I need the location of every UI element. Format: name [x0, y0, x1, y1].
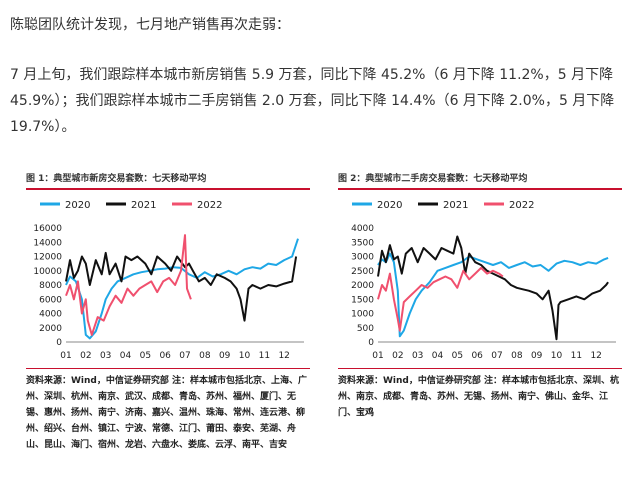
x-tick-label: 01 [60, 351, 71, 361]
legend-label-2020: 2020 [377, 200, 402, 211]
figure-1-title: 图 1：典型城市新房交易套数：七天移动平均 [26, 174, 207, 184]
series-line-2021 [377, 235, 609, 341]
legend-label-2021: 2021 [131, 200, 156, 211]
x-tick-label: 07 [491, 351, 502, 361]
x-tick-label: 09 [219, 351, 231, 361]
x-tick-label: 07 [179, 351, 190, 361]
x-tick-label: 10 [239, 351, 251, 361]
intro-paragraph: 陈聪团队统计发现，七月地产销售再次走弱： [10, 17, 290, 33]
x-tick-label: 03 [100, 351, 111, 361]
x-tick-label: 06 [159, 351, 171, 361]
x-tick-label: 05 [140, 351, 151, 361]
y-tick-label: 2500 [351, 267, 374, 277]
x-tick-label: 03 [412, 351, 423, 361]
figure-2-bottom-rule [338, 368, 622, 369]
legend-label-2022: 2022 [197, 200, 222, 211]
y-tick-label: 1500 [351, 295, 374, 305]
x-tick-label: 08 [199, 351, 211, 361]
y-tick-label: 0 [56, 338, 62, 348]
figure-1: 图 1：典型城市新房交易套数：七天移动平均 2020 2021 2022 0 2000 4… [26, 172, 310, 453]
x-tick-label: 11 [259, 351, 270, 361]
legend-label-2022: 2022 [509, 200, 534, 211]
figure-1-chart: 2020 2021 2022 0 2000 4000 6000 8000 10000 12000 1… [33, 200, 304, 361]
y-tick-label: 3500 [351, 238, 374, 248]
y-tick-label: 16000 [33, 224, 62, 234]
y-tick-label: 0 [368, 338, 374, 348]
y-tick-label: 2000 [39, 324, 62, 334]
x-tick-label: 04 [432, 351, 444, 361]
x-tick-label: 09 [531, 351, 543, 361]
sales-paragraph: 7 月上旬，我们跟踪样本城市新房销售 5.9 万套，同比下降 45.2%（6 月… [10, 67, 615, 135]
figure-2: 图 2：典型城市二手房交易套数：七天移动平均 2020 2021 2022 0 500 1… [338, 172, 622, 421]
figure-1-title-rule [26, 188, 310, 190]
x-tick-label: 04 [120, 351, 132, 361]
y-tick-label: 1000 [351, 310, 374, 320]
x-tick-label: 10 [551, 351, 563, 361]
x-tick-label: 11 [571, 351, 582, 361]
y-tick-label: 8000 [39, 281, 62, 291]
figure-2-title: 图 2：典型城市二手房交易套数：七天移动平均 [338, 174, 528, 184]
y-tick-label: 4000 [351, 224, 374, 234]
y-tick-label: 500 [357, 324, 374, 334]
y-tick-label: 10000 [33, 267, 62, 277]
y-tick-label: 2000 [351, 281, 374, 291]
y-tick-label: 14000 [33, 238, 62, 248]
figure-2-title-rule [338, 188, 622, 190]
y-tick-label: 12000 [33, 253, 62, 263]
figure-2-source-note: 资料来源：Wind，中信证券研究部 注：样本城市包括北京、深圳、杭州、南京、成都… [338, 376, 619, 418]
series-line-2022 [377, 266, 504, 332]
x-tick-label: 02 [80, 351, 91, 361]
figure-2-chart: 2020 2021 2022 0 500 1000 1500 2000 2500 3000 3500… [351, 200, 616, 361]
x-tick-label: 06 [471, 351, 483, 361]
x-tick-label: 01 [372, 351, 383, 361]
series-line-2022 [65, 234, 192, 336]
figure-1-bottom-rule [26, 368, 310, 369]
legend-label-2020: 2020 [65, 200, 90, 211]
legend-label-2021: 2021 [443, 200, 468, 211]
y-tick-label: 4000 [39, 310, 62, 320]
x-tick-label: 08 [511, 351, 523, 361]
x-tick-label: 12 [590, 351, 601, 361]
x-tick-label: 02 [392, 351, 403, 361]
y-tick-label: 3000 [351, 253, 374, 263]
y-tick-label: 6000 [39, 295, 62, 305]
series-line-2021 [65, 251, 298, 322]
x-tick-label: 12 [278, 351, 289, 361]
figure-1-source-note: 资料来源：Wind，中信证券研究部 注：样本城市包括北京、上海、广州、深圳、杭州… [26, 376, 307, 450]
x-tick-label: 05 [452, 351, 463, 361]
